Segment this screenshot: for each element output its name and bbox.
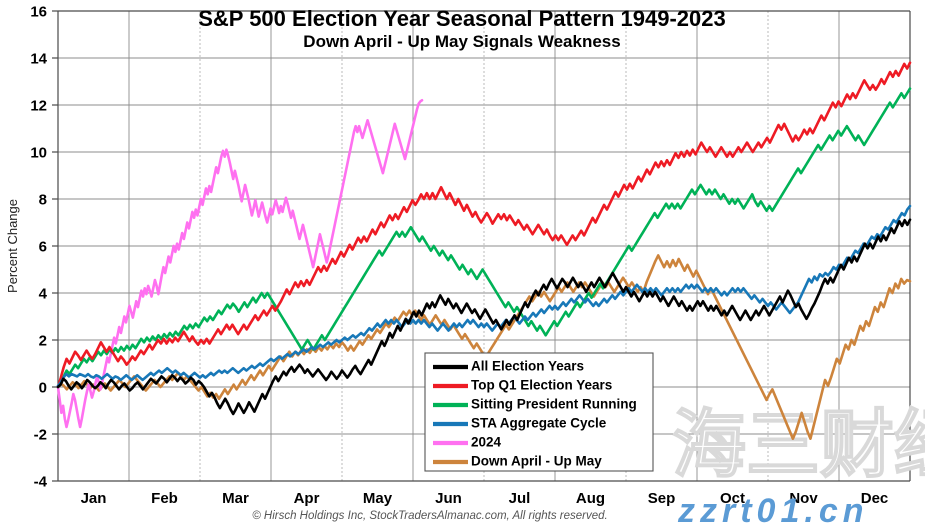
- legend-label: Down April - Up May: [471, 454, 602, 469]
- legend-item-top-q1-election-years[interactable]: Top Q1 Election Years: [433, 378, 612, 393]
- x-tick-label-jul: Jul: [509, 490, 531, 507]
- y-tick-label: 6: [39, 239, 47, 256]
- legend-label: Sitting President Running: [471, 397, 637, 412]
- legend-box: [424, 352, 654, 472]
- x-tick-label-apr: Apr: [294, 490, 320, 507]
- x-axis-ticks: Jan Feb Mar Apr May Jun Jul Aug Sep Oct Nov Dec: [81, 490, 889, 507]
- y-tick-label: 16: [30, 4, 47, 21]
- legend-item-sta-aggregate-cycle[interactable]: STA Aggregate Cycle: [433, 416, 607, 431]
- watermark-cn-text: 海三财经: [672, 402, 925, 488]
- series-line-top-q1-election-years: [56, 61, 912, 389]
- legend[interactable]: All Election Years Top Q1 Election Years S…: [424, 352, 654, 472]
- page-title: S&P 500 Election Year Seasonal Pattern 1…: [198, 6, 726, 31]
- series-line-all-election-years: [56, 218, 912, 416]
- x-tick-label-sep: Sep: [648, 490, 676, 507]
- data-series: [56, 61, 912, 440]
- x-tick-label-aug: Aug: [576, 490, 605, 507]
- y-tick-label: 2: [39, 333, 47, 350]
- copyright-credit: © Hirsch Holdings Inc, StockTradersAlman…: [252, 510, 608, 522]
- x-tick-label-may: May: [363, 490, 393, 507]
- x-tick-label-dec: Dec: [861, 490, 889, 507]
- series-line-sitting-president-running: [56, 87, 912, 389]
- y-tick-label: 4: [39, 286, 48, 303]
- series-line-2024: [56, 99, 424, 429]
- x-tick-label-jun: Jun: [435, 490, 462, 507]
- y-tick-label: 14: [30, 51, 47, 68]
- legend-label: 2024: [471, 435, 502, 450]
- x-tick-label-mar: Mar: [222, 490, 249, 507]
- legend-label: STA Aggregate Cycle: [471, 416, 607, 431]
- series-line-sta-aggregate-cycle: [56, 204, 912, 388]
- y-axis-label: Percent Change: [5, 199, 20, 293]
- y-tick-label: -2: [34, 427, 47, 444]
- x-tick-label-jan: Jan: [81, 490, 107, 507]
- watermark-latin-text: zzrt01.cn: [677, 492, 869, 530]
- x-tick-label-nov: Nov: [789, 490, 818, 507]
- legend-item-sitting-president-running[interactable]: Sitting President Running: [433, 397, 637, 412]
- legend-item-all-election-years[interactable]: All Election Years: [433, 359, 584, 374]
- x-tick-label-feb: Feb: [151, 490, 178, 507]
- y-tick-label: 10: [30, 145, 47, 162]
- watermark: 海三财经 zzrt01.cn: [671, 401, 925, 530]
- chart-subtitle: Down April - Up May Signals Weakness: [303, 32, 620, 51]
- y-axis-ticks: 16 14 12 10 8 6 4 2 0 -2 -4: [30, 4, 58, 491]
- legend-item-2024[interactable]: 2024: [433, 435, 502, 450]
- x-tick-label-oct: Oct: [720, 490, 745, 507]
- y-tick-label: 0: [39, 380, 47, 397]
- y-tick-label: -4: [34, 474, 48, 491]
- legend-label: Top Q1 Election Years: [471, 378, 612, 393]
- legend-item-down-april-up-may[interactable]: Down April - Up May: [433, 454, 602, 469]
- legend-label: All Election Years: [471, 359, 584, 374]
- y-tick-label: 12: [30, 98, 47, 115]
- y-tick-label: 8: [39, 192, 47, 209]
